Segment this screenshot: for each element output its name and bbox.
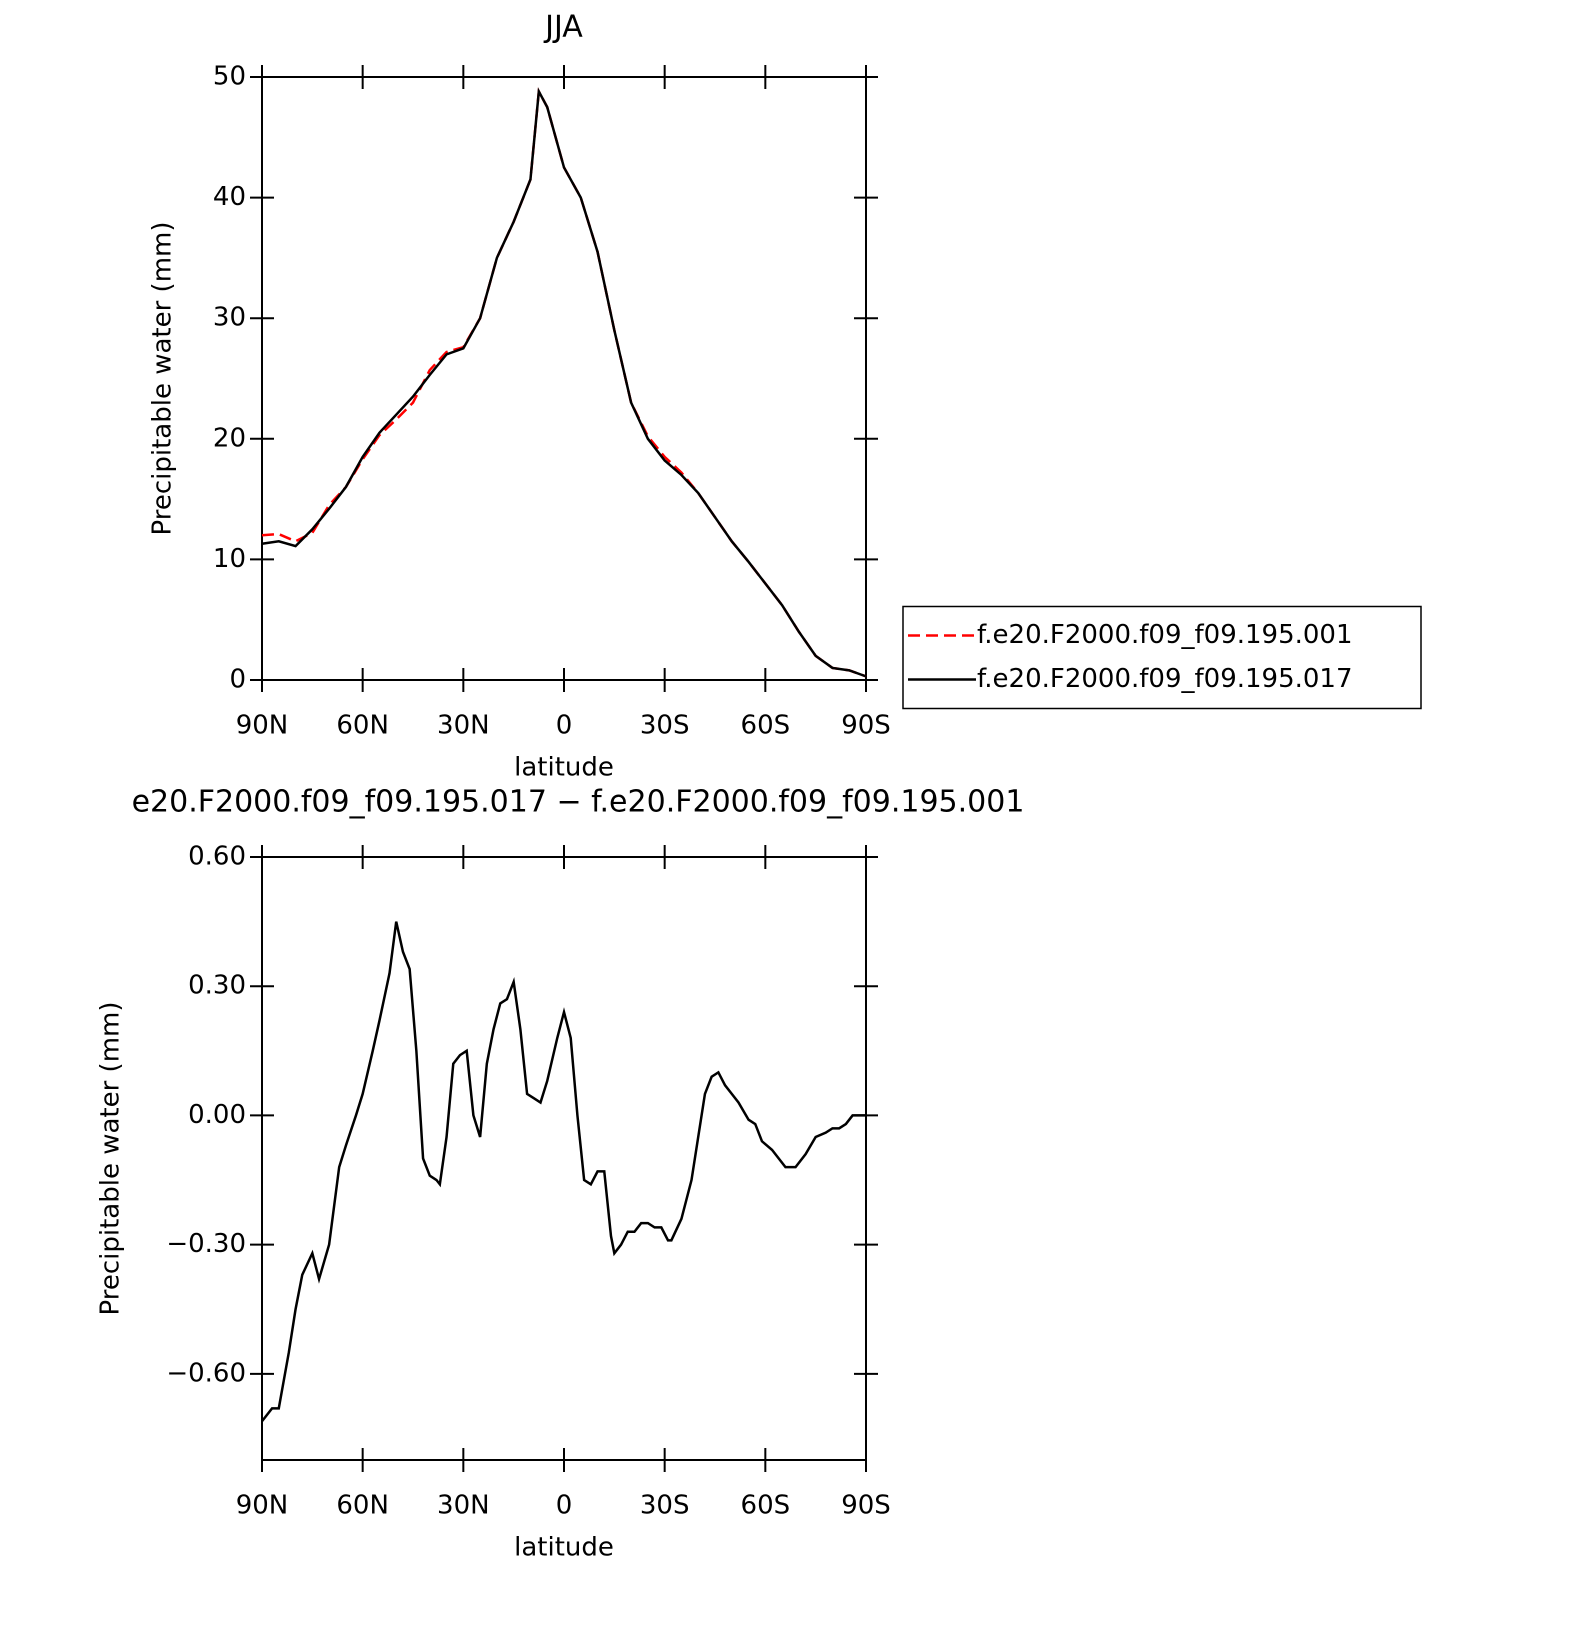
x-tick-label: 30N: [437, 1491, 490, 1521]
legend-label: f.e20.F2000.f09_f09.195.001: [977, 620, 1353, 650]
x-tick-label: 60S: [741, 1491, 791, 1521]
x-tick-label: 0: [556, 711, 573, 741]
x-tick-label: 60N: [336, 711, 389, 741]
y-tick-label: 30: [213, 303, 246, 333]
plot-frame: [261, 76, 867, 681]
y-tick-label: 0: [229, 665, 246, 695]
series-line: [261, 921, 866, 1423]
series-line: [261, 87, 867, 678]
y-axis-label: Precipitable water (mm): [96, 1002, 126, 1316]
plot-frame: [261, 856, 867, 1461]
y-tick-label: −0.30: [166, 1229, 246, 1259]
x-tick-label: 90N: [236, 1491, 289, 1521]
y-tick-label: 0.30: [188, 971, 246, 1001]
x-tick-label: 90N: [236, 711, 289, 741]
legend-box: [902, 605, 1422, 710]
x-tick-label: 90S: [841, 711, 891, 741]
x-axis-label: latitude: [514, 1533, 614, 1563]
series-line: [261, 87, 867, 678]
y-tick-label: 0.60: [188, 842, 246, 872]
y-tick-label: 0.00: [188, 1100, 246, 1130]
x-tick-label: 30S: [640, 711, 690, 741]
legend-label: f.e20.F2000.f09_f09.195.017: [977, 664, 1353, 694]
x-tick-label: 90S: [841, 1491, 891, 1521]
x-tick-label: 60N: [336, 1491, 389, 1521]
y-tick-label: 20: [213, 423, 246, 453]
x-tick-label: 30N: [437, 711, 490, 741]
x-tick-label: 60S: [741, 711, 791, 741]
y-tick-label: 10: [213, 544, 246, 574]
x-tick-label: 0: [556, 1491, 573, 1521]
chart-title: JJA: [543, 10, 583, 45]
x-tick-label: 30S: [640, 1491, 690, 1521]
chart-title: e20.F2000.f09_f09.195.017 − f.e20.F2000.…: [132, 785, 1025, 820]
y-tick-label: −0.60: [166, 1358, 246, 1388]
y-axis-label: Precipitable water (mm): [148, 222, 178, 536]
y-tick-label: 40: [213, 182, 246, 212]
y-tick-label: 50: [213, 62, 246, 92]
x-axis-label: latitude: [514, 753, 614, 783]
